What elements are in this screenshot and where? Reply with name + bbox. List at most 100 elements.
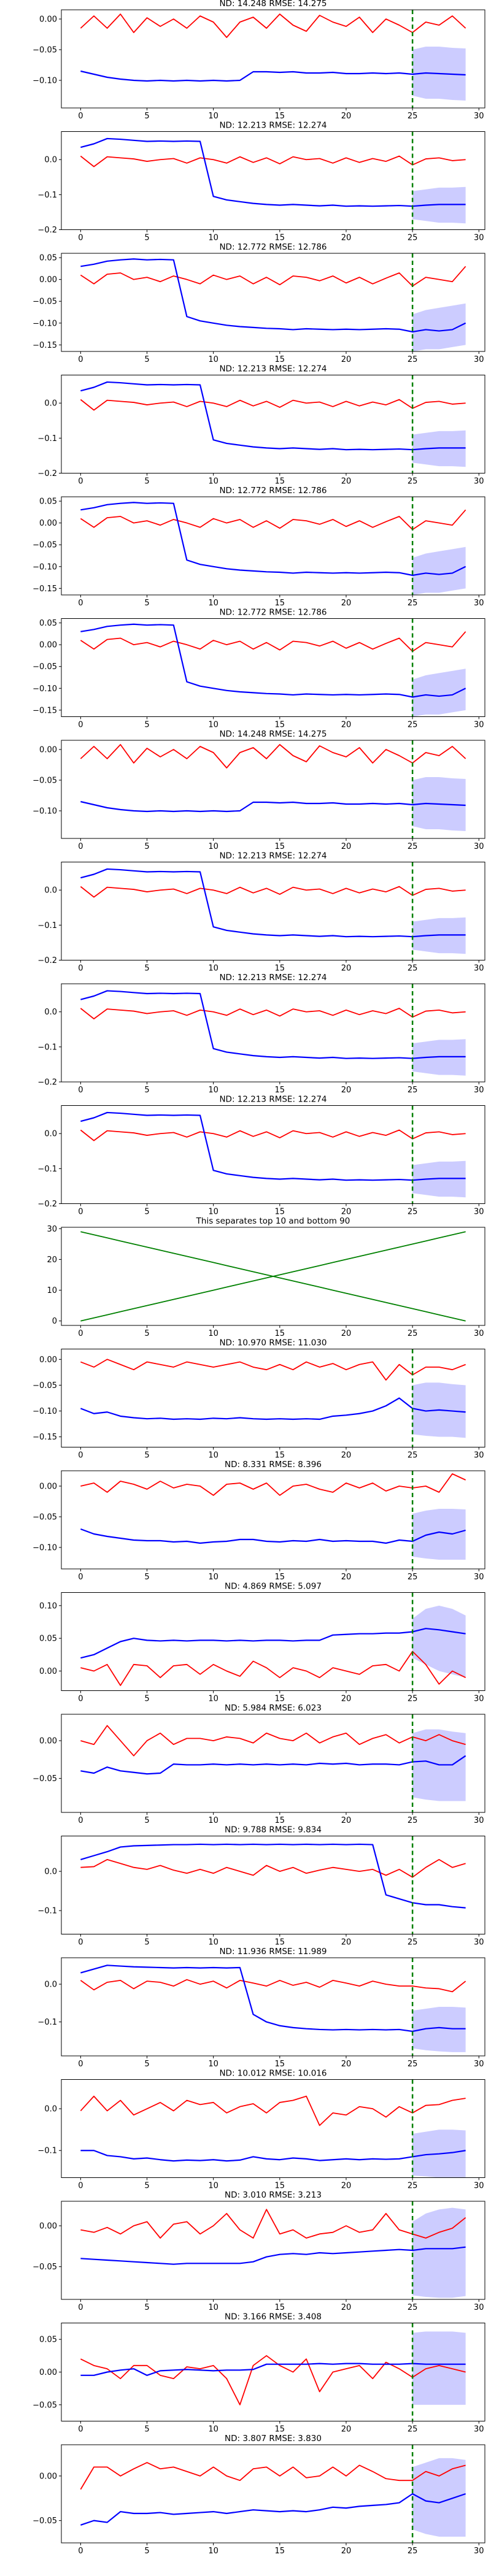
series-line-2	[80, 623, 466, 698]
plot-frame	[61, 253, 485, 352]
forecast-interval-band	[412, 1160, 466, 1198]
series-line-1	[80, 155, 466, 167]
plot-frame	[61, 1227, 485, 1326]
chart-title: ND: 11.936 RMSE: 11.989	[219, 1947, 327, 1957]
y-tick-label: −0.2	[37, 226, 57, 235]
y-tick-label: −0.1	[37, 2018, 57, 2027]
chart-panel-20: ND: 3.166 RMSE: 3.408 0 5 10 15 20 25 30 0.05 0.0…	[33, 2312, 485, 2434]
x-tick-label: 10	[208, 1451, 218, 1460]
x-tick-label: 5	[144, 477, 149, 486]
x-tick-label: 10	[208, 1938, 218, 1947]
chart-title: ND: 9.788 RMSE: 9.834	[225, 1825, 322, 1835]
y-tick-label: 20	[47, 1255, 57, 1265]
x-tick-label: 0	[78, 2425, 83, 2434]
plot-area	[80, 1231, 466, 1322]
forecast-interval-band	[412, 917, 466, 954]
x-tick-label: 10	[208, 1086, 218, 1095]
forecast-interval-band	[412, 186, 466, 224]
y-tick-label: −0.05	[33, 2517, 57, 2526]
x-tick-label: 20	[341, 1573, 352, 1582]
forecast-interval-band	[412, 1605, 466, 1678]
chart-title: ND: 14.248 RMSE: 14.275	[219, 0, 327, 9]
chart-title: ND: 12.772 RMSE: 12.786	[219, 486, 327, 496]
series-line-2	[80, 1843, 466, 1909]
series-line-2	[80, 381, 466, 451]
x-tick-label: 0	[78, 2060, 83, 2069]
x-tick-label: 10	[208, 2303, 218, 2312]
series-line-2	[80, 2363, 466, 2376]
x-tick-label: 0	[78, 477, 83, 486]
x-tick-label: 0	[78, 842, 83, 851]
x-tick-label: 30	[474, 2060, 484, 2069]
plot-area	[80, 10, 466, 108]
x-tick-label: 15	[275, 599, 285, 608]
x-tick-label: 0	[78, 1938, 83, 1947]
x-tick-label: 5	[144, 2303, 149, 2312]
x-tick-label: 15	[275, 964, 285, 973]
chart-panel-16: ND: 9.788 RMSE: 9.834 0 5 10 15 20 25 30 0.0 −0.1	[37, 1825, 485, 1947]
x-tick-label: 15	[275, 1938, 285, 1947]
x-tick-label: 10	[208, 1329, 218, 1338]
x-tick-label: 25	[408, 2060, 418, 2069]
x-tick-label: 20	[341, 1208, 352, 1217]
x-tick-label: 0	[78, 1086, 83, 1095]
x-tick-label: 20	[341, 234, 352, 243]
plot-frame	[61, 1957, 485, 2057]
y-tick-label: 0.05	[39, 254, 57, 263]
series-line-1	[80, 266, 466, 287]
x-tick-label: 20	[341, 1086, 352, 1095]
y-tick-label: −0.1	[37, 1043, 57, 1052]
y-tick-label: −0.05	[33, 2401, 57, 2410]
series-line-2	[80, 70, 466, 82]
plot-frame	[61, 496, 485, 596]
x-tick-label: 10	[208, 477, 218, 486]
x-tick-label: 20	[341, 2303, 352, 2312]
chart-title: ND: 12.213 RMSE: 12.274	[219, 364, 327, 374]
x-tick-label: 5	[144, 1816, 149, 1825]
chart-panel-19: ND: 3.010 RMSE: 3.213 0 5 10 15 20 25 30 0.00 −0.…	[33, 2190, 485, 2312]
x-tick-label: 25	[408, 2425, 418, 2434]
x-tick-label: 10	[208, 2425, 218, 2434]
x-tick-label: 20	[341, 2060, 352, 2069]
x-tick-label: 30	[474, 2303, 484, 2312]
y-tick-label: 0.00	[39, 275, 57, 285]
series-line-2	[80, 868, 466, 938]
plot-area	[80, 2323, 466, 2421]
y-tick-label: −0.10	[33, 1544, 57, 1553]
x-tick-label: 10	[208, 355, 218, 364]
x-tick-label: 15	[275, 477, 285, 486]
x-tick-label: 25	[408, 599, 418, 608]
series-line-2	[80, 258, 466, 333]
x-tick-label: 30	[474, 234, 484, 243]
x-tick-label: 15	[275, 234, 285, 243]
x-tick-label: 25	[408, 1086, 418, 1095]
y-tick-label: 0.00	[39, 641, 57, 650]
plot-area	[80, 1349, 466, 1447]
chart-title: ND: 3.807 RMSE: 3.830	[225, 2434, 322, 2444]
x-tick-label: 20	[341, 599, 352, 608]
plot-frame	[61, 740, 485, 839]
chart-title: ND: 12.213 RMSE: 12.274	[219, 851, 327, 861]
x-tick-label: 15	[275, 1573, 285, 1582]
x-tick-label: 30	[474, 1451, 484, 1460]
y-tick-label: −0.15	[33, 585, 57, 594]
x-tick-label: 10	[208, 721, 218, 730]
y-tick-label: 30	[47, 1225, 57, 1234]
series-line-1	[80, 2462, 466, 2490]
plot-area	[80, 1714, 466, 1812]
chart-panel-8: ND: 12.213 RMSE: 12.274 0 5 10 15 20 25 30 0.0 −0…	[37, 851, 485, 973]
x-tick-label: 25	[408, 477, 418, 486]
chart-title: ND: 8.331 RMSE: 8.396	[225, 1460, 322, 1470]
x-tick-label: 30	[474, 355, 484, 364]
y-tick-label: 0.0	[44, 399, 57, 408]
x-tick-label: 15	[275, 1329, 285, 1338]
series-line-1	[80, 2095, 466, 2126]
plot-area	[80, 2445, 466, 2543]
chart-title: ND: 5.984 RMSE: 6.023	[225, 1703, 322, 1713]
plot-frame	[61, 618, 485, 717]
plot-area	[80, 740, 466, 838]
x-tick-label: 25	[408, 1816, 418, 1825]
x-tick-label: 10	[208, 964, 218, 973]
y-tick-label: −0.15	[33, 706, 57, 715]
